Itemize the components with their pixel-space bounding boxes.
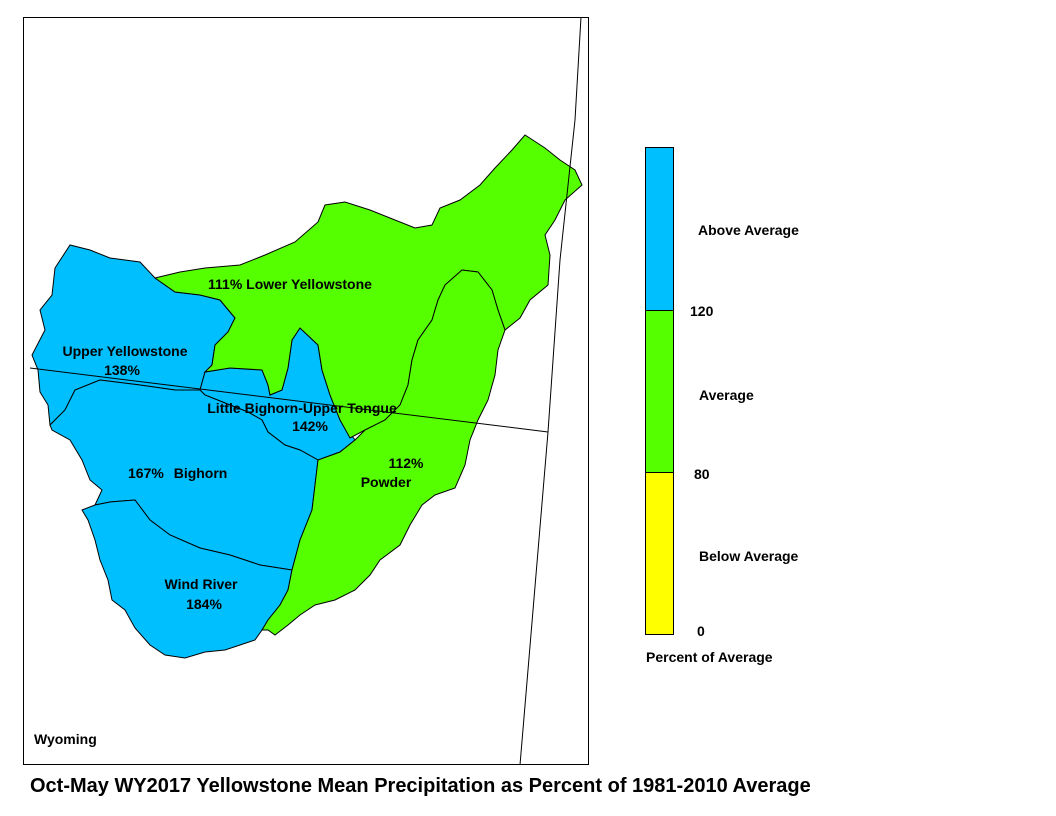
legend-swatch-above [645, 147, 674, 311]
state-label: Wyoming [34, 731, 97, 747]
basin-pct-little-bighorn: 142% [292, 418, 328, 434]
basin-map: 111% Lower Yellowstone Upper Yellowstone… [29, 16, 583, 766]
basin-label-wind-river: Wind River [165, 576, 239, 592]
basin-label-upper-yellowstone: Upper Yellowstone [63, 343, 188, 359]
basin-pct-powder: 112% [388, 455, 424, 471]
basin-pct-wind-river: 184% [186, 596, 222, 612]
legend-label-below: Below Average [699, 548, 799, 564]
legend-swatch-below [645, 472, 674, 635]
legend-swatch-average [645, 310, 674, 473]
basin-label-powder: Powder [361, 474, 412, 490]
legend-title: Percent of Average [646, 649, 773, 665]
basin-label-little-bighorn: Little Bighorn-Upper Tongue [207, 400, 397, 416]
state-boundary-line [519, 16, 582, 766]
basin-label-bighorn: 167% Bighorn [128, 465, 227, 481]
basin-wind-river[interactable] [81, 499, 293, 659]
legend-break-0: 0 [697, 623, 705, 639]
legend-label-above: Above Average [698, 222, 799, 238]
state-boundary-line [29, 367, 549, 433]
page-title: Oct-May WY2017 Yellowstone Mean Precipit… [30, 775, 811, 797]
legend-break-80: 80 [694, 466, 710, 482]
basin-label-lower-yellowstone: 111% Lower Yellowstone [208, 276, 372, 292]
legend-label-average: Average [699, 387, 754, 403]
basin-powder[interactable] [261, 269, 506, 636]
map-frame [23, 17, 589, 765]
basin-pct-upper-yellowstone: 138% [104, 362, 140, 378]
legend-break-120: 120 [690, 303, 714, 319]
